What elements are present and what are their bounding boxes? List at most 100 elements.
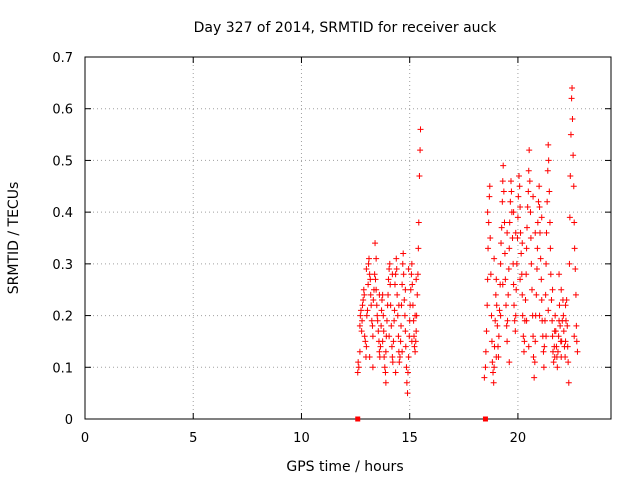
data-point: [523, 245, 530, 252]
data-point: [493, 353, 500, 360]
data-point: [554, 348, 561, 355]
data-point: [487, 235, 494, 241]
data-point: [385, 276, 392, 283]
data-point: [416, 172, 423, 179]
data-point: [531, 374, 538, 381]
data-point: [502, 276, 509, 283]
data-point: [519, 240, 526, 247]
data-point: [545, 307, 552, 314]
data-point: [381, 353, 388, 360]
data-point: [547, 271, 554, 278]
data-point: [528, 260, 535, 267]
data-point: [532, 229, 539, 236]
data-point: [376, 291, 383, 298]
data-point: [493, 276, 500, 283]
data-point: [489, 359, 496, 366]
data-point: [504, 317, 511, 324]
data-point: [570, 183, 577, 190]
data-point: [496, 307, 503, 314]
data-point: [369, 364, 376, 371]
y-tick-label: 0: [65, 413, 73, 428]
data-point: [526, 147, 533, 154]
data-point: [405, 353, 412, 360]
data-point: [378, 297, 385, 304]
data-point: [537, 255, 544, 262]
data-point: [504, 229, 511, 236]
data-point: [541, 343, 548, 350]
data-point: [531, 359, 538, 366]
data-point: [574, 348, 581, 355]
data-point: [415, 245, 422, 252]
data-point: [392, 369, 399, 376]
data-point: [491, 364, 498, 371]
tick-labels: 0 5 10 15 20 0 0.1 0.2 0.3 0.4 0.5 0.6 0.7: [52, 51, 526, 446]
data-point: [498, 224, 505, 231]
data-point: [365, 281, 372, 288]
data-point: [403, 364, 410, 371]
data-point: [510, 209, 517, 216]
data-point: [488, 312, 495, 319]
data-point: [360, 297, 367, 304]
data-point: [373, 302, 380, 309]
zero-markers: [355, 416, 488, 422]
data-point: [494, 322, 501, 329]
data-point: [536, 312, 543, 319]
x-tick-label: 10: [293, 431, 310, 446]
y-tick-label: 0.6: [52, 103, 73, 118]
data-point: [402, 286, 409, 293]
data-point: [388, 343, 395, 350]
data-point: [490, 369, 497, 376]
data-point: [546, 188, 553, 195]
data-point: [491, 255, 498, 262]
data-point: [553, 343, 560, 350]
data-point: [512, 229, 519, 236]
data-point: [513, 260, 520, 267]
data-point: [498, 240, 505, 247]
data-point: [368, 302, 375, 309]
data-point: [365, 260, 372, 267]
data-point: [394, 312, 401, 319]
data-point: [391, 307, 398, 314]
data-point: [523, 271, 530, 278]
zero-marker: [355, 416, 361, 422]
data-point: [546, 219, 553, 226]
data-point: [511, 317, 518, 324]
data-point: [381, 364, 388, 371]
data-point: [409, 281, 416, 288]
data-point: [401, 312, 408, 319]
data-point: [564, 343, 571, 350]
data-point: [410, 317, 417, 324]
data-point: [486, 183, 493, 190]
zero-marker: [482, 416, 488, 422]
data-point: [367, 276, 374, 283]
data-point: [503, 322, 510, 329]
data-point: [573, 322, 580, 329]
data-point: [385, 291, 392, 298]
data-point: [560, 312, 567, 319]
data-point: [514, 235, 521, 241]
data-point: [397, 338, 404, 345]
data-point: [483, 328, 490, 335]
data-point: [554, 364, 561, 371]
data-point: [400, 271, 407, 278]
data-point: [544, 198, 551, 205]
data-point: [516, 172, 523, 179]
data-point: [383, 317, 390, 324]
data-point: [571, 333, 578, 340]
data-point: [356, 348, 363, 355]
data-point: [572, 291, 579, 298]
data-point: [534, 219, 541, 226]
data-point: [391, 281, 398, 288]
data-point: [552, 312, 559, 319]
data-point: [412, 348, 419, 355]
data-point: [545, 141, 552, 148]
data-point: [390, 338, 397, 345]
data-point: [536, 183, 543, 190]
data-point: [532, 338, 539, 345]
data-point: [396, 353, 403, 360]
data-point: [549, 317, 556, 324]
data-point: [521, 338, 528, 345]
data-point: [562, 302, 569, 309]
data-point: [356, 322, 363, 329]
data-point: [393, 266, 400, 273]
